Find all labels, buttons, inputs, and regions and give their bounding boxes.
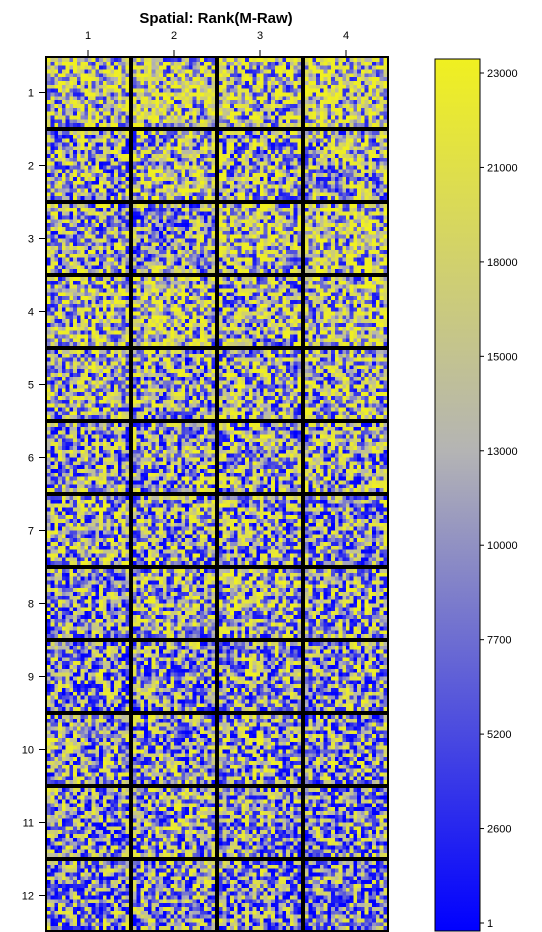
heatmap-block: [47, 277, 129, 346]
colorbar-tick-label: 21000: [487, 162, 518, 174]
y-tick-label: 12: [22, 891, 34, 903]
heatmap-block: [219, 350, 301, 419]
heatmap-block: [133, 496, 215, 565]
heatmap-block: [47, 496, 129, 565]
heatmap-block: [305, 788, 387, 857]
x-tick-label: 4: [343, 30, 349, 42]
heatmap-block: [305, 569, 387, 638]
colorbar-tick-label: 18000: [487, 257, 518, 269]
heatmap-block: [305, 131, 387, 200]
colorbar-tick-label: 7700: [487, 635, 511, 647]
heatmap-block: [133, 569, 215, 638]
heatmap-block: [219, 788, 301, 857]
heatmap-block: [305, 58, 387, 127]
heatmap-block: [305, 715, 387, 784]
heatmap-block: [219, 204, 301, 273]
heatmap-block: [305, 277, 387, 346]
heatmap-block: [47, 642, 129, 711]
y-tick-label: 5: [28, 380, 34, 392]
heatmap-block: [219, 569, 301, 638]
heatmap-block: [47, 423, 129, 492]
heatmap-block: [305, 496, 387, 565]
heatmap-block: [219, 277, 301, 346]
heatmap-block: [305, 423, 387, 492]
heatmap-block: [219, 423, 301, 492]
heatmap-block: [47, 204, 129, 273]
heatmap-block: [133, 204, 215, 273]
colorbar-tick-label: 5200: [487, 729, 511, 741]
heatmap-block: [219, 131, 301, 200]
y-tick-label: 10: [22, 745, 34, 757]
x-tick-label: 3: [257, 30, 263, 42]
heatmap-block: [133, 642, 215, 711]
x-axis: 1 2 3 4: [85, 30, 349, 56]
grid-background: [45, 56, 389, 932]
x-tick-label: 2: [171, 30, 177, 42]
x-tick-label: 1: [85, 30, 91, 42]
heatmap-block: [133, 131, 215, 200]
heatmap-block: [47, 350, 129, 419]
chart-title: Spatial: Rank(M-Raw): [139, 10, 292, 27]
heatmap-block: [133, 788, 215, 857]
colorbar-tick-label: 15000: [487, 351, 518, 363]
y-tick-label: 7: [28, 526, 34, 538]
colorbar-tick-label: 23000: [487, 68, 518, 80]
y-tick-label: 1: [28, 88, 34, 100]
colorbar-tick-label: 1: [487, 918, 493, 930]
colorbar: 23000 21000 18000 15000 13000 10000 7700 5200 26…: [434, 58, 518, 932]
colorbar-tick-label: 2600: [487, 824, 511, 836]
y-tick-label: 11: [23, 818, 34, 830]
heatmap-grid: [45, 56, 389, 932]
heatmap-block: [219, 642, 301, 711]
heatmap-block: [305, 861, 387, 930]
colorbar-ticks: 23000 21000 18000 15000 13000 10000 7700 5200 26…: [480, 68, 518, 930]
heatmap-block: [47, 569, 129, 638]
heatmap-block: [219, 496, 301, 565]
heatmap-block: [219, 715, 301, 784]
heatmap-block: [133, 423, 215, 492]
heatmap-block: [133, 715, 215, 784]
y-tick-label: 4: [28, 307, 34, 319]
heatmap-block: [47, 788, 129, 857]
y-tick-label: 2: [28, 161, 34, 173]
y-tick-label: 8: [28, 599, 34, 611]
y-tick-label: 9: [28, 672, 34, 684]
heatmap-block: [305, 350, 387, 419]
heatmap-block: [133, 58, 215, 127]
heatmap-block: [305, 204, 387, 273]
heatmap-block: [133, 277, 215, 346]
heatmap-block: [219, 861, 301, 930]
heatmap-block: [219, 58, 301, 127]
colorbar-tick-label: 13000: [487, 446, 518, 458]
heatmap-block: [47, 861, 129, 930]
heatmap-block: [133, 861, 215, 930]
heatmap-block: [47, 131, 129, 200]
heatmap-block: [305, 642, 387, 711]
y-tick-label: 6: [28, 453, 34, 465]
heatmap-block: [133, 350, 215, 419]
colorbar-gradient: [434, 58, 481, 932]
y-tick-label: 3: [28, 234, 34, 246]
colorbar-tick-label: 10000: [487, 540, 518, 552]
heatmap-block: [47, 58, 129, 127]
heatmap-block: [47, 715, 129, 784]
